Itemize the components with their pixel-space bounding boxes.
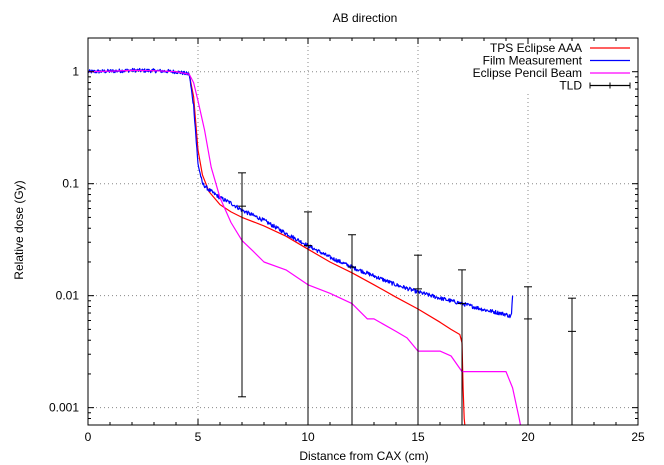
axes-layer: 0 5 10 15 20 25 0.001 0.01 0.1 1 — [49, 37, 645, 444]
y-axis-label: Relative dose (Gy) — [12, 180, 26, 279]
y-tick-label: 0.001 — [49, 401, 79, 415]
y-tick-label: 1 — [72, 65, 79, 79]
legend-label: TLD — [559, 79, 582, 93]
series-layer — [88, 67, 638, 425]
y-tick-label: 0.01 — [56, 289, 80, 303]
x-axis-label: Distance from CAX (cm) — [299, 449, 428, 463]
x-tick-label: 5 — [195, 430, 202, 444]
x-tick-label: 0 — [85, 430, 92, 444]
x-tick-label: 15 — [411, 430, 425, 444]
x-tick-label: 10 — [301, 430, 315, 444]
x-tick-label: 20 — [521, 430, 535, 444]
chart-title: AB direction — [333, 11, 398, 25]
legend-label: Eclipse Pencil Beam — [473, 66, 582, 80]
x-tick-label: 25 — [631, 430, 645, 444]
plot-frame — [87, 37, 639, 426]
legend-label: Film Measurement — [483, 54, 583, 68]
y-tick-label: 0.1 — [62, 177, 79, 191]
legend-label: TPS Eclipse AAA — [490, 41, 582, 55]
